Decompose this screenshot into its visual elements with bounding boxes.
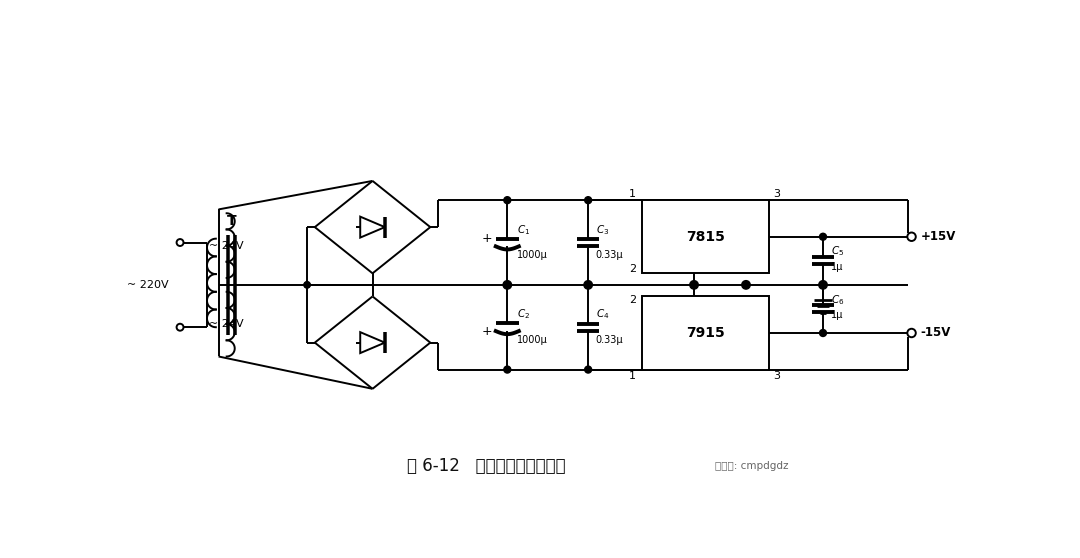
Circle shape — [305, 282, 310, 288]
Text: $C_4$: $C_4$ — [596, 307, 609, 321]
Circle shape — [504, 366, 511, 373]
Text: $C_6$: $C_6$ — [831, 293, 845, 306]
Text: 2: 2 — [629, 264, 636, 275]
Text: 1μ: 1μ — [831, 262, 843, 272]
Circle shape — [504, 197, 511, 204]
Circle shape — [584, 366, 592, 373]
Text: +: + — [482, 325, 491, 338]
Text: 1μ: 1μ — [831, 310, 843, 320]
Bar — [642, 200, 769, 273]
Circle shape — [820, 330, 826, 336]
Text: 1000μ: 1000μ — [516, 335, 548, 345]
Circle shape — [742, 281, 751, 289]
Circle shape — [819, 281, 827, 289]
Circle shape — [691, 282, 697, 288]
Text: $C_5$: $C_5$ — [831, 244, 843, 258]
Circle shape — [305, 282, 310, 288]
Text: $C_2$: $C_2$ — [516, 307, 529, 321]
Text: +: + — [482, 232, 491, 245]
Text: 图 6-12   正、负直流稳压电源: 图 6-12 正、负直流稳压电源 — [407, 457, 566, 475]
Circle shape — [503, 281, 512, 289]
Text: 0.33μ: 0.33μ — [596, 250, 623, 260]
Text: 7815: 7815 — [686, 230, 725, 244]
Text: -15V: -15V — [921, 326, 951, 339]
Polygon shape — [361, 217, 384, 238]
Text: 1: 1 — [629, 371, 636, 381]
Text: +15V: +15V — [921, 230, 956, 243]
Text: $C_3$: $C_3$ — [596, 223, 609, 237]
Text: ~ 24V: ~ 24V — [210, 240, 244, 251]
Circle shape — [820, 233, 826, 240]
Text: 3: 3 — [773, 189, 780, 199]
Circle shape — [584, 281, 593, 289]
Circle shape — [690, 281, 699, 289]
Text: T: T — [227, 214, 237, 228]
Circle shape — [584, 197, 592, 204]
Text: 7915: 7915 — [686, 326, 725, 340]
Polygon shape — [361, 332, 384, 353]
Text: $C_1$: $C_1$ — [516, 223, 530, 237]
Text: ~ 24V: ~ 24V — [210, 319, 244, 329]
Text: 3: 3 — [773, 371, 780, 381]
Text: 1: 1 — [629, 189, 636, 199]
Text: 2: 2 — [629, 295, 636, 305]
Text: 1000μ: 1000μ — [516, 250, 548, 260]
Text: ~ 220V: ~ 220V — [126, 280, 168, 290]
Text: 0.33μ: 0.33μ — [596, 335, 623, 345]
Bar — [642, 296, 769, 369]
Text: 微信号: cmpdgdz: 微信号: cmpdgdz — [715, 461, 788, 471]
